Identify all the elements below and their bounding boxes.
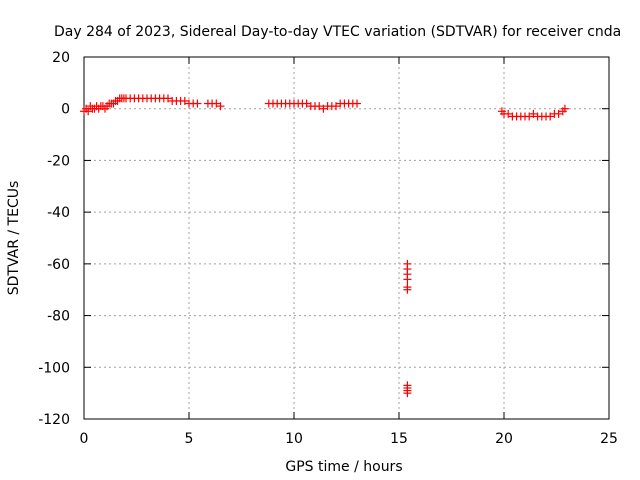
data-point xyxy=(560,104,569,113)
data-point xyxy=(403,275,412,284)
data-point xyxy=(180,96,189,105)
y-tick-label: -20 xyxy=(47,153,70,169)
data-point xyxy=(302,99,311,108)
data-point xyxy=(212,99,221,108)
data-point xyxy=(529,109,538,118)
y-axis-label: SDTVAR / TECUs xyxy=(6,181,22,296)
x-tick-label: 15 xyxy=(390,431,408,447)
data-point xyxy=(353,99,361,108)
data-point xyxy=(164,94,172,103)
y-tick-label: 0 xyxy=(61,102,70,118)
chart-title: Day 284 of 2023, Sidereal Day-to-day VTE… xyxy=(54,24,621,40)
plot-frame xyxy=(83,56,610,420)
y-tick-label: -40 xyxy=(47,205,70,221)
data-marks xyxy=(80,94,569,398)
x-tick-label: 20 xyxy=(495,431,513,447)
y-tick-label: -100 xyxy=(38,360,70,376)
data-point xyxy=(193,99,202,108)
y-tick-label: -120 xyxy=(38,412,70,428)
data-point xyxy=(84,107,93,116)
data-point xyxy=(554,109,563,118)
axis-ticks: 20 0 -20 -40 -60 -80 -100 -120 0 5 10 15 20 25 xyxy=(38,50,618,447)
x-tick-label: 5 xyxy=(185,431,194,447)
x-axis-label: GPS time / hours xyxy=(285,459,402,475)
y-tick-label: -60 xyxy=(47,257,70,273)
data-point xyxy=(216,102,225,111)
data-point xyxy=(504,109,513,118)
data-point xyxy=(319,104,328,113)
data-point xyxy=(403,285,412,294)
y-tick-label: -80 xyxy=(47,309,70,325)
data-point xyxy=(332,102,340,111)
x-tick-label: 0 xyxy=(80,431,89,447)
y-tick-label: 20 xyxy=(52,50,70,66)
x-tick-label: 25 xyxy=(600,431,618,447)
data-point xyxy=(525,112,534,121)
grid xyxy=(84,57,609,419)
data-point xyxy=(315,102,324,111)
data-point xyxy=(403,389,412,398)
data-point xyxy=(546,112,555,121)
x-tick-label: 10 xyxy=(285,431,303,447)
